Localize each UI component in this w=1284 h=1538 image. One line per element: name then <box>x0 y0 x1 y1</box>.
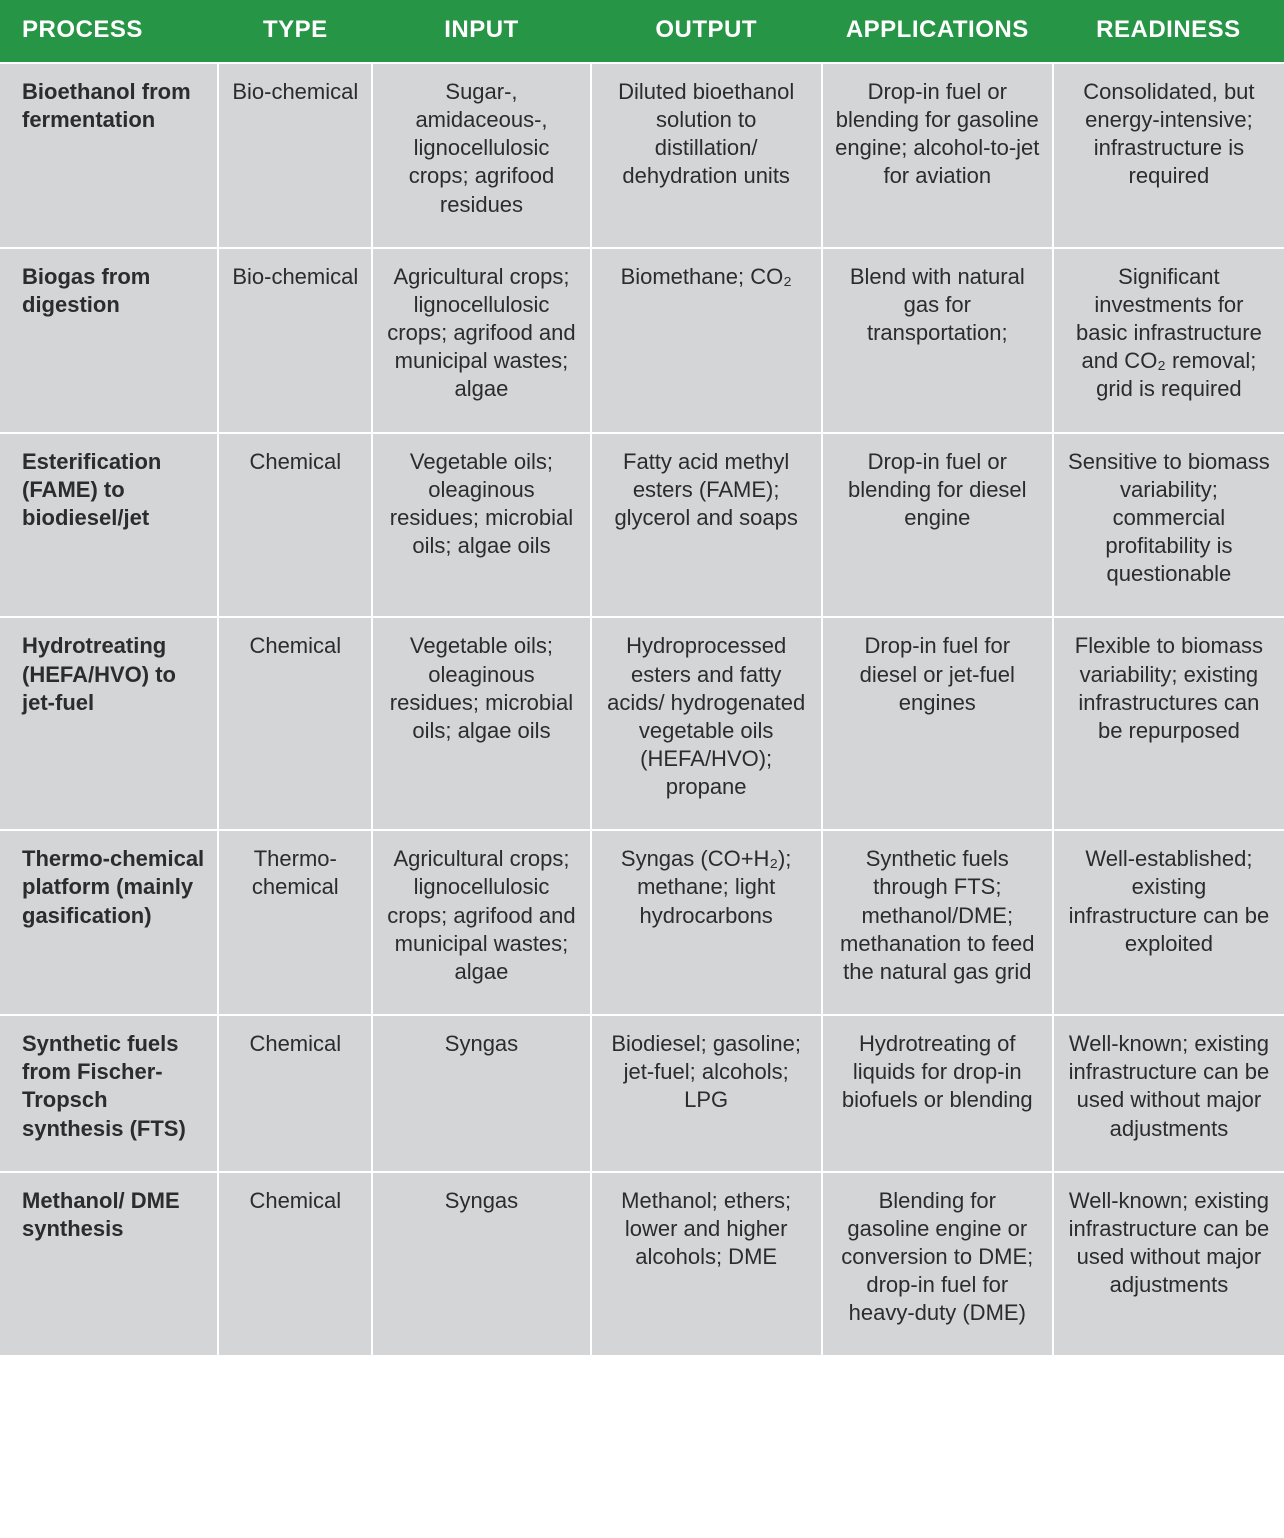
cell-input: Agricultural crops; lignocellulosic crop… <box>372 830 590 1015</box>
cell-process: Thermo-chemical platform (mainly gasific… <box>0 830 218 1015</box>
cell-readiness: Consolidated, but energy-intensive; infr… <box>1053 63 1284 248</box>
col-header-process: PROCESS <box>0 0 218 63</box>
cell-type: Chemical <box>218 617 372 830</box>
cell-readiness: Well-established; existing infrastructur… <box>1053 830 1284 1015</box>
cell-type: Bio-chemical <box>218 63 372 248</box>
cell-process: Synthetic fuels from Fischer-Tropsch syn… <box>0 1015 218 1172</box>
cell-output: Fatty acid methyl esters (FAME); glycero… <box>591 433 822 618</box>
biofuel-process-table: PROCESS TYPE INPUT OUTPUT APPLICATIONS R… <box>0 0 1284 1355</box>
cell-output: Hydroprocessed esters and fatty acids/ h… <box>591 617 822 830</box>
cell-output: Methanol; ethers; lower and higher alcoh… <box>591 1172 822 1356</box>
cell-readiness: Well-known; existing infrastructure can … <box>1053 1172 1284 1356</box>
cell-readiness: Significant investments for basic infras… <box>1053 248 1284 433</box>
cell-readiness: Flexible to biomass variability; existin… <box>1053 617 1284 830</box>
cell-output: Biomethane; CO₂ <box>591 248 822 433</box>
table-row: Hydrotreating (HEFA/HVO) to jet-fuelChem… <box>0 617 1284 830</box>
table-row: Biogas from digestionBio-chemicalAgricul… <box>0 248 1284 433</box>
cell-type: Chemical <box>218 1172 372 1356</box>
cell-input: Agricultural crops; lignocellulosic crop… <box>372 248 590 433</box>
cell-output: Biodiesel; gasoline; jet-fuel; alcohols;… <box>591 1015 822 1172</box>
cell-applications: Drop-in fuel or blending for diesel engi… <box>822 433 1053 618</box>
cell-output: Syngas (CO+H₂); methane; light hydrocarb… <box>591 830 822 1015</box>
cell-process: Bioethanol from fermentation <box>0 63 218 248</box>
cell-type: Chemical <box>218 1015 372 1172</box>
col-header-input: INPUT <box>372 0 590 63</box>
cell-input: Sugar-, amidaceous-, lignocellulosic cro… <box>372 63 590 248</box>
col-header-type: TYPE <box>218 0 372 63</box>
cell-readiness: Sensitive to biomass variability; commer… <box>1053 433 1284 618</box>
table-body: Bioethanol from fermentationBio-chemical… <box>0 63 1284 1355</box>
table-row: Synthetic fuels from Fischer-Tropsch syn… <box>0 1015 1284 1172</box>
col-header-applications: APPLICATIONS <box>822 0 1053 63</box>
cell-applications: Drop-in fuel or blending for gasoline en… <box>822 63 1053 248</box>
data-table: PROCESS TYPE INPUT OUTPUT APPLICATIONS R… <box>0 0 1284 1355</box>
col-header-output: OUTPUT <box>591 0 822 63</box>
cell-type: Bio-chemical <box>218 248 372 433</box>
cell-input: Vegetable oils; oleaginous residues; mic… <box>372 617 590 830</box>
cell-type: Thermo-chemical <box>218 830 372 1015</box>
cell-applications: Blend with natural gas for transportatio… <box>822 248 1053 433</box>
cell-applications: Hydrotreating of liquids for drop-in bio… <box>822 1015 1053 1172</box>
cell-output: Diluted bioethanol solution to distillat… <box>591 63 822 248</box>
cell-readiness: Well-known; existing infrastructure can … <box>1053 1015 1284 1172</box>
col-header-readiness: READINESS <box>1053 0 1284 63</box>
table-row: Thermo-chemical platform (mainly gasific… <box>0 830 1284 1015</box>
cell-input: Syngas <box>372 1015 590 1172</box>
cell-type: Chemical <box>218 433 372 618</box>
cell-input: Vegetable oils; oleaginous residues; mic… <box>372 433 590 618</box>
cell-process: Methanol/ DME synthesis <box>0 1172 218 1356</box>
cell-applications: Blending for gasoline engine or conversi… <box>822 1172 1053 1356</box>
header-row: PROCESS TYPE INPUT OUTPUT APPLICATIONS R… <box>0 0 1284 63</box>
cell-input: Syngas <box>372 1172 590 1356</box>
table-row: Bioethanol from fermentationBio-chemical… <box>0 63 1284 248</box>
cell-applications: Synthetic fuels through FTS; methanol/DM… <box>822 830 1053 1015</box>
table-row: Esterification (FAME) to biodiesel/jetCh… <box>0 433 1284 618</box>
cell-process: Esterification (FAME) to biodiesel/jet <box>0 433 218 618</box>
table-row: Methanol/ DME synthesisChemicalSyngasMet… <box>0 1172 1284 1356</box>
cell-applications: Drop-in fuel for diesel or jet-fuel engi… <box>822 617 1053 830</box>
cell-process: Biogas from digestion <box>0 248 218 433</box>
cell-process: Hydrotreating (HEFA/HVO) to jet-fuel <box>0 617 218 830</box>
